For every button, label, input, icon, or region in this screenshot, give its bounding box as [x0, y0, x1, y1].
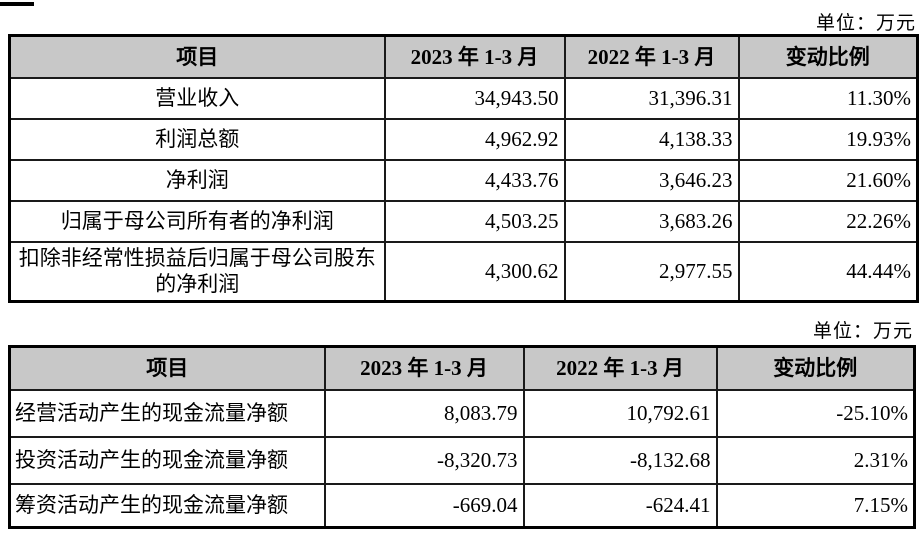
column-header-2022: 2022 年 1-3 月 — [563, 34, 740, 79]
value-2023: 4,503.25 — [383, 199, 566, 243]
row-label: 营业收入 — [8, 76, 386, 120]
table-row: 利润总额 4,962.92 4,138.33 19.93% — [8, 117, 919, 161]
value-change: 21.60% — [737, 158, 919, 202]
row-label: 投资活动产生的现金流量净额 — [8, 435, 326, 485]
value-2022: -8,132.68 — [522, 435, 718, 485]
table-row: 投资活动产生的现金流量净额 -8,320.73 -8,132.68 2.31% — [8, 435, 916, 485]
profit-summary-table: 项目 2023 年 1-3 月 2022 年 1-3 月 变动比例 营业收入 3… — [8, 34, 919, 303]
table-header-row: 项目 2023 年 1-3 月 2022 年 1-3 月 变动比例 — [8, 345, 916, 391]
value-2023: 4,433.76 — [383, 158, 566, 202]
column-header-change: 变动比例 — [715, 345, 916, 391]
table-row: 经营活动产生的现金流量净额 8,083.79 10,792.61 -25.10% — [8, 388, 916, 438]
row-label: 筹资活动产生的现金流量净额 — [8, 482, 326, 529]
column-header-item: 项目 — [8, 34, 386, 79]
unit-label-table2: 单位：万元 — [812, 321, 913, 342]
table-header-row: 项目 2023 年 1-3 月 2022 年 1-3 月 变动比例 — [8, 34, 919, 79]
value-2023: -669.04 — [323, 482, 525, 529]
value-2023: -8,320.73 — [323, 435, 525, 485]
unit-label-table1: 单位：万元 — [815, 13, 916, 34]
column-header-change: 变动比例 — [737, 34, 919, 79]
value-change: 44.44% — [737, 240, 919, 303]
value-2022: 4,138.33 — [563, 117, 740, 161]
table-row: 筹资活动产生的现金流量净额 -669.04 -624.41 7.15% — [8, 482, 916, 529]
table-row: 营业收入 34,943.50 31,396.31 11.30% — [8, 76, 919, 120]
value-2022: 3,683.26 — [563, 199, 740, 243]
value-2023: 4,300.62 — [383, 240, 566, 303]
row-label: 扣除非经常性损益后归属于母公司股东的净利润 — [8, 240, 386, 303]
table-row: 净利润 4,433.76 3,646.23 21.60% — [8, 158, 919, 202]
value-2023: 34,943.50 — [383, 76, 566, 120]
value-2023: 8,083.79 — [323, 388, 525, 438]
value-change: 11.30% — [737, 76, 919, 120]
column-header-2023: 2023 年 1-3 月 — [323, 345, 525, 391]
row-label: 利润总额 — [8, 117, 386, 161]
value-2022: -624.41 — [522, 482, 718, 529]
column-header-2022: 2022 年 1-3 月 — [522, 345, 718, 391]
value-change: 22.26% — [737, 199, 919, 243]
table-row: 扣除非经常性损益后归属于母公司股东的净利润 4,300.62 2,977.55 … — [8, 240, 919, 303]
row-label: 经营活动产生的现金流量净额 — [8, 388, 326, 438]
value-2022: 2,977.55 — [563, 240, 740, 303]
value-change: 2.31% — [715, 435, 916, 485]
column-header-item: 项目 — [8, 345, 326, 391]
table-row: 归属于母公司所有者的净利润 4,503.25 3,683.26 22.26% — [8, 199, 919, 243]
row-label: 归属于母公司所有者的净利润 — [8, 199, 386, 243]
cash-flow-table: 项目 2023 年 1-3 月 2022 年 1-3 月 变动比例 经营活动产生… — [8, 345, 916, 529]
page-edge-mark — [0, 2, 34, 6]
value-2022: 10,792.61 — [522, 388, 718, 438]
value-2023: 4,962.92 — [383, 117, 566, 161]
value-2022: 31,396.31 — [563, 76, 740, 120]
value-change: 19.93% — [737, 117, 919, 161]
value-change: 7.15% — [715, 482, 916, 529]
row-label: 净利润 — [8, 158, 386, 202]
column-header-2023: 2023 年 1-3 月 — [383, 34, 566, 79]
value-change: -25.10% — [715, 388, 916, 438]
value-2022: 3,646.23 — [563, 158, 740, 202]
